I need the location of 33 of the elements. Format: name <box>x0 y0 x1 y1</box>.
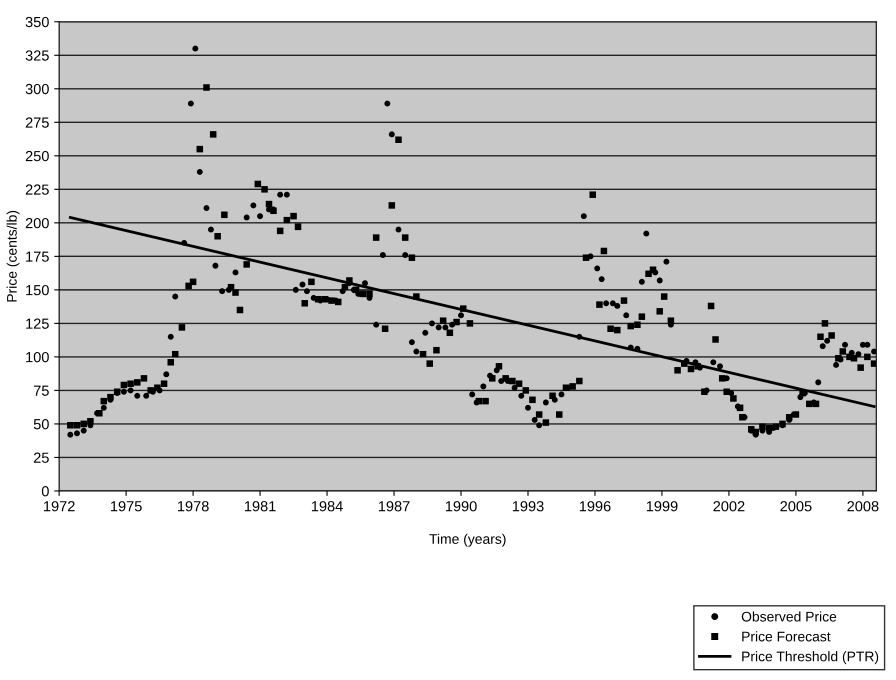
x-tick-label: 1975 <box>111 501 142 512</box>
y-tick-label: 125 <box>26 318 49 329</box>
y-tick-label: 250 <box>26 150 49 162</box>
legend-label: Observed Price <box>742 611 836 622</box>
x-tick-label: 2002 <box>713 501 744 512</box>
x-tick-label: 1993 <box>512 501 544 512</box>
y-tick-label: 275 <box>26 117 49 128</box>
x-tick-label: 1972 <box>44 501 75 512</box>
y-tick-label: 200 <box>26 218 49 228</box>
legend-label: Price Forecast <box>742 631 831 642</box>
y-axis-title: Price (cents/lb) <box>6 210 20 302</box>
x-tick-label: 1987 <box>378 501 410 512</box>
y-tick-label: 150 <box>26 284 49 296</box>
y-tick-label: 100 <box>26 352 49 362</box>
x-tick-label: 2008 <box>847 501 878 512</box>
x-tick-label: 1990 <box>446 501 477 512</box>
y-tick-label: 325 <box>26 50 49 61</box>
x-tick-label: 1981 <box>244 501 276 512</box>
x-tick-label: 1978 <box>178 501 209 512</box>
y-tick-label: 175 <box>26 252 49 262</box>
x-tick-label: 2005 <box>780 501 812 512</box>
x-axis-title: Time (years) <box>429 534 506 547</box>
y-tick-label: 75 <box>34 386 49 396</box>
y-tick-label: 225 <box>26 184 49 195</box>
x-tick-label: 1999 <box>646 501 678 512</box>
y-tick-label: 25 <box>34 452 49 463</box>
y-tick-label: 0 <box>42 486 49 496</box>
x-tick-label: 1984 <box>312 501 343 512</box>
legend-label: Price Threshold (PTR) <box>742 651 878 664</box>
x-tick-label: 1996 <box>580 501 611 512</box>
y-tick-label: 50 <box>34 419 49 430</box>
y-tick-label: 300 <box>26 84 49 94</box>
y-tick-label: 350 <box>26 16 49 28</box>
